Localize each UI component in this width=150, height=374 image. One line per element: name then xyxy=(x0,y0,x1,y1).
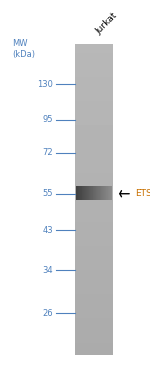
Text: ETS1: ETS1 xyxy=(135,189,150,198)
Text: 43: 43 xyxy=(43,226,53,234)
Text: 130: 130 xyxy=(37,80,53,89)
Text: 34: 34 xyxy=(43,266,53,275)
Text: 26: 26 xyxy=(43,309,53,318)
Text: 55: 55 xyxy=(43,189,53,198)
Text: MW
(kDa): MW (kDa) xyxy=(12,39,35,59)
Text: Jurkat: Jurkat xyxy=(94,10,119,36)
Text: 95: 95 xyxy=(43,115,53,124)
Text: 72: 72 xyxy=(43,148,53,157)
